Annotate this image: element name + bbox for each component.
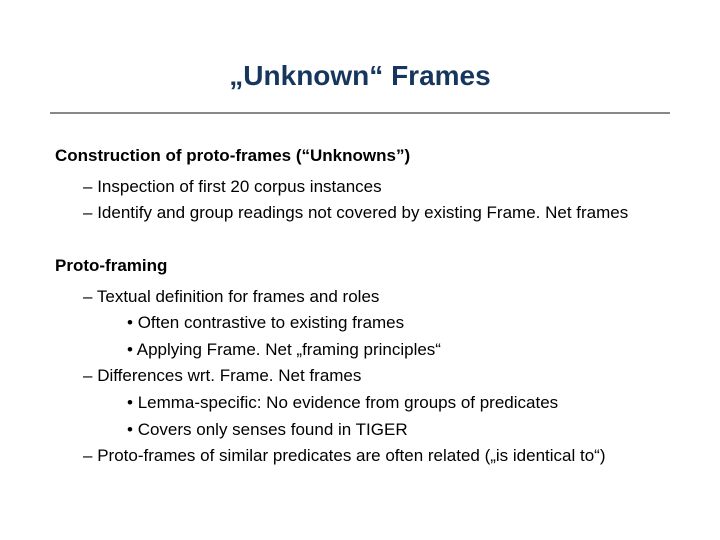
sub-list-item-text: Covers only senses found in TIGER xyxy=(138,420,408,439)
section-heading-1: Construction of proto-frames (“Unknowns”… xyxy=(55,144,665,169)
list-item: Inspection of first 20 corpus instances xyxy=(83,175,665,200)
sub-list-item-text: Often contrastive to existing frames xyxy=(138,313,404,332)
sub-list-item: Lemma-specific: No evidence from groups … xyxy=(127,391,665,416)
sub-list: Lemma-specific: No evidence from groups … xyxy=(99,391,665,442)
list-item-text: Proto-frames of similar predicates are o… xyxy=(97,446,605,465)
list-item-text: Textual definition for frames and roles xyxy=(97,287,380,306)
list-item: Textual definition for frames and roles … xyxy=(83,285,665,363)
sub-list-item-text: Lemma-specific: No evidence from groups … xyxy=(138,393,558,412)
list-item: Proto-frames of similar predicates are o… xyxy=(83,444,665,469)
section-2-list: Textual definition for frames and roles … xyxy=(55,285,665,469)
title-divider xyxy=(50,112,670,114)
list-item-text: Inspection of first 20 corpus instances xyxy=(97,177,381,196)
slide-title: „Unknown“ Frames xyxy=(50,60,670,92)
sub-list-item-text: Applying Frame. Net „framing principles“ xyxy=(137,340,441,359)
sub-list: Often contrastive to existing frames App… xyxy=(99,311,665,362)
sub-list-item: Covers only senses found in TIGER xyxy=(127,418,665,443)
slide: „Unknown“ Frames Construction of proto-f… xyxy=(0,0,720,540)
list-item-text: Differences wrt. Frame. Net frames xyxy=(97,366,361,385)
list-item: Differences wrt. Frame. Net frames Lemma… xyxy=(83,364,665,442)
title-area: „Unknown“ Frames xyxy=(0,0,720,112)
list-item: Identify and group readings not covered … xyxy=(83,201,665,226)
sub-list-item: Often contrastive to existing frames xyxy=(127,311,665,336)
list-item-text: Identify and group readings not covered … xyxy=(97,203,628,222)
content-area: Construction of proto-frames (“Unknowns”… xyxy=(0,144,720,469)
sub-list-item: Applying Frame. Net „framing principles“ xyxy=(127,338,665,363)
section-1-list: Inspection of first 20 corpus instances … xyxy=(55,175,665,226)
section-heading-2: Proto-framing xyxy=(55,254,665,279)
